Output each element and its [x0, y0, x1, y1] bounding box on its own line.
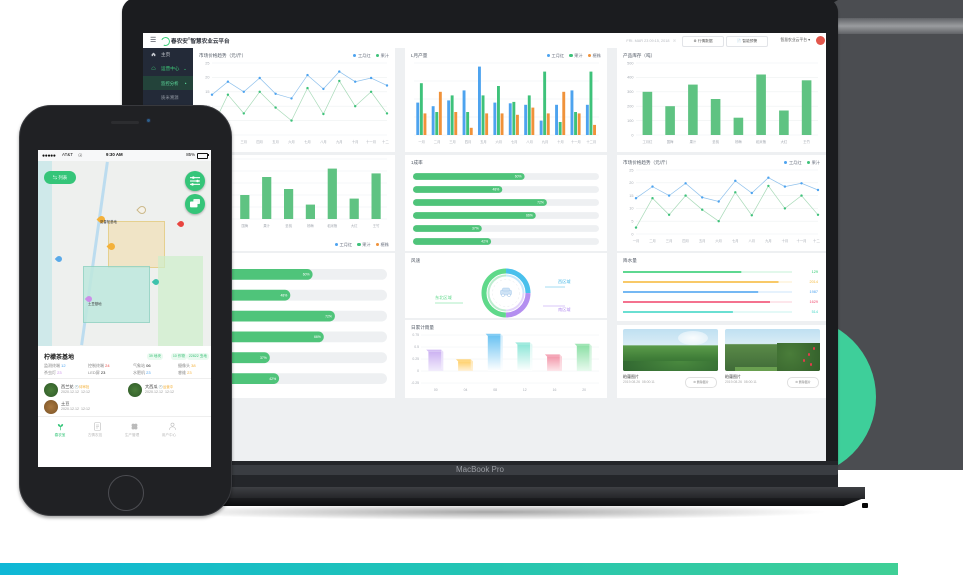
svg-text:国梅: 国梅: [667, 139, 674, 144]
svg-text:王竹: 王竹: [803, 139, 810, 144]
svg-text:九月: 九月: [765, 238, 772, 243]
svg-text:0: 0: [417, 369, 419, 373]
svg-text:九月: 九月: [336, 139, 343, 144]
svg-text:十一月: 十一月: [366, 139, 376, 144]
svg-text:04: 04: [464, 388, 468, 392]
svg-text:杨梅: 杨梅: [307, 223, 314, 228]
svg-text:72%: 72%: [325, 314, 332, 318]
svg-text:48%: 48%: [281, 294, 288, 298]
svg-text:四月: 四月: [465, 140, 472, 144]
svg-text:0.75: 0.75: [412, 333, 419, 337]
svg-text:15: 15: [629, 194, 633, 198]
svg-text:42%: 42%: [269, 377, 276, 381]
svg-text:2014: 2014: [810, 280, 818, 284]
svg-text:三月: 三月: [241, 140, 248, 144]
svg-text:果汁: 果汁: [263, 223, 270, 228]
svg-text:东北区域: 东北区域: [435, 294, 453, 301]
svg-text:100: 100: [627, 119, 633, 123]
svg-text:十一月: 十一月: [797, 238, 807, 243]
svg-text:300: 300: [627, 90, 633, 94]
svg-text:圣桃: 圣桃: [712, 139, 719, 144]
svg-text:00: 00: [434, 388, 438, 392]
svg-text:37%: 37%: [472, 227, 479, 231]
svg-text:514: 514: [812, 310, 818, 314]
svg-text:西区域: 西区域: [558, 278, 571, 285]
svg-text:十二月: 十二月: [382, 139, 389, 144]
svg-text:工月红: 工月红: [642, 139, 653, 144]
svg-text:杨梅: 杨梅: [735, 139, 742, 144]
svg-text:大红: 大红: [781, 139, 788, 144]
svg-text:25: 25: [629, 168, 633, 172]
svg-text:六月: 六月: [715, 238, 722, 243]
svg-text:500: 500: [627, 61, 633, 65]
svg-text:六月: 六月: [496, 139, 503, 144]
svg-text:六月: 六月: [288, 139, 295, 144]
svg-text:48%: 48%: [493, 188, 500, 192]
svg-text:二月: 二月: [649, 239, 656, 243]
svg-text:大红: 大红: [351, 223, 358, 228]
svg-text:400: 400: [627, 76, 633, 80]
svg-text:十月: 十月: [557, 139, 564, 144]
svg-text:20: 20: [205, 76, 209, 80]
svg-text:12: 12: [523, 388, 527, 392]
svg-text:37%: 37%: [260, 356, 267, 360]
svg-text:20: 20: [629, 181, 633, 185]
svg-text:七月: 七月: [511, 139, 518, 144]
svg-text:三月: 三月: [666, 239, 673, 243]
svg-text:三月: 三月: [449, 140, 456, 144]
svg-text:一月: 一月: [633, 239, 640, 243]
svg-text:十月: 十月: [352, 139, 359, 144]
svg-text:二月: 二月: [434, 140, 441, 144]
svg-text:66%: 66%: [526, 214, 533, 218]
svg-text:129: 129: [812, 270, 818, 274]
svg-text:稻米籤: 稻米籤: [327, 223, 338, 228]
svg-text:七月: 七月: [732, 238, 739, 243]
svg-text:20: 20: [582, 388, 586, 392]
svg-text:五月: 五月: [480, 140, 487, 144]
svg-text:四月: 四月: [256, 140, 263, 144]
svg-text:七月: 七月: [304, 139, 311, 144]
svg-text:08: 08: [493, 388, 497, 392]
svg-text:0.5: 0.5: [414, 345, 419, 349]
svg-text:八月: 八月: [526, 140, 533, 144]
svg-text:5: 5: [631, 220, 633, 224]
svg-text:八月: 八月: [320, 140, 327, 144]
svg-text:1629: 1629: [810, 300, 818, 304]
svg-text:十二月: 十二月: [586, 139, 596, 144]
svg-text:60%: 60%: [515, 175, 522, 179]
svg-text:25: 25: [205, 61, 209, 65]
svg-text:八月: 八月: [749, 239, 756, 243]
svg-text:十一月: 十一月: [571, 139, 581, 144]
svg-text:10: 10: [629, 207, 633, 211]
svg-text:0: 0: [631, 133, 633, 137]
svg-text:果汁: 果汁: [690, 139, 697, 144]
svg-text:十二月: 十二月: [813, 238, 820, 243]
svg-text:72%: 72%: [537, 201, 544, 205]
svg-text:五月: 五月: [272, 140, 279, 144]
svg-text:王竹: 王竹: [373, 223, 380, 228]
svg-text:国梅: 国梅: [242, 223, 249, 228]
svg-text:0: 0: [631, 232, 633, 236]
svg-text:60%: 60%: [303, 273, 310, 277]
svg-text:圣桃: 圣桃: [285, 223, 292, 228]
svg-text:15: 15: [205, 90, 209, 94]
svg-text:十月: 十月: [782, 238, 789, 243]
svg-text:0.25: 0.25: [412, 357, 419, 361]
svg-text:66%: 66%: [314, 335, 321, 339]
svg-text:九月: 九月: [542, 139, 549, 144]
svg-text:16: 16: [553, 388, 557, 392]
svg-text:1987: 1987: [810, 290, 818, 294]
svg-text:200: 200: [627, 105, 633, 109]
svg-text:五月: 五月: [699, 239, 706, 243]
svg-text:一月: 一月: [418, 140, 425, 144]
svg-text:四月: 四月: [682, 239, 689, 243]
svg-text:稻米籤: 稻米籤: [756, 139, 767, 144]
svg-text:42%: 42%: [481, 240, 488, 244]
svg-text:-0.25: -0.25: [411, 381, 419, 385]
svg-text:南区域: 南区域: [558, 306, 571, 312]
